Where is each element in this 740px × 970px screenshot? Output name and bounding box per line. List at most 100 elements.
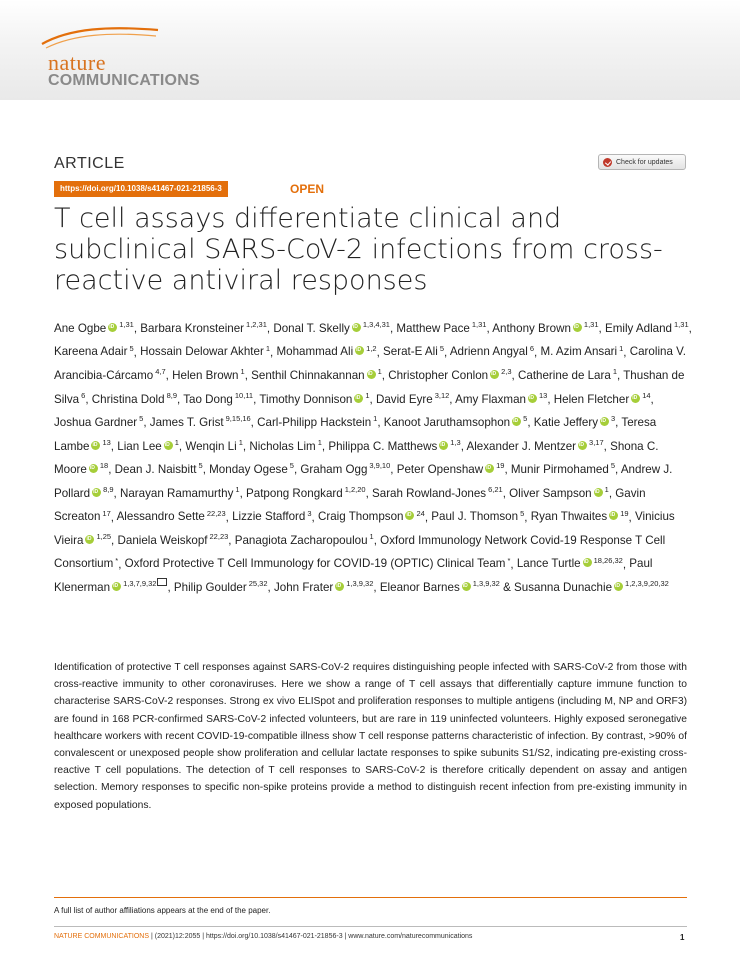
author[interactable]: Alessandro Sette 22,23: [116, 509, 226, 524]
author[interactable]: Matthew Pace 1,31: [396, 320, 486, 335]
author[interactable]: Panagiota Zacharopoulou 1: [235, 532, 374, 547]
author[interactable]: Philippa C. Matthews 1,3: [328, 438, 460, 453]
orcid-icon[interactable]: [461, 582, 471, 592]
author[interactable]: Kareena Adair 5: [54, 344, 134, 359]
author-name[interactable]: Monday Ogese: [209, 463, 288, 477]
author-name[interactable]: Craig Thompson: [317, 510, 404, 524]
orcid-icon[interactable]: [405, 511, 415, 521]
author[interactable]: Ane Ogbe 1,31: [54, 320, 134, 335]
author[interactable]: Christopher Conlon 2,3: [388, 367, 511, 382]
author-name[interactable]: Oliver Sampson: [509, 486, 592, 500]
author-name[interactable]: Mohammad Ali: [276, 345, 354, 359]
author[interactable]: Oxford Immunology Network Covid-19 Respo…: [54, 534, 665, 571]
orcid-icon[interactable]: [354, 393, 364, 403]
author[interactable]: Gavin Screaton 17: [54, 487, 646, 524]
author-name[interactable]: Catherine de Lara: [518, 368, 611, 382]
author[interactable]: Oxford Protective T Cell Immunology for …: [125, 556, 511, 571]
author-name[interactable]: Alessandro Sette: [116, 510, 205, 524]
author-name[interactable]: Kareena Adair: [54, 345, 128, 359]
author-name[interactable]: Amy Flaxman: [455, 392, 526, 406]
author-name[interactable]: Lizzie Stafford: [232, 510, 306, 524]
author[interactable]: Joshua Gardner 5: [54, 414, 143, 430]
orcid-icon[interactable]: [614, 582, 624, 592]
orcid-icon[interactable]: [609, 511, 619, 521]
orcid-icon[interactable]: [112, 582, 122, 592]
footer-citation[interactable]: | (2021)12:2055 | https://doi.org/10.103…: [149, 933, 473, 940]
author[interactable]: Narayan Ramamurthy 1: [120, 485, 240, 500]
author[interactable]: Graham Ogg 3,9,10: [300, 461, 390, 477]
author[interactable]: Craig Thompson 24: [317, 509, 425, 524]
author[interactable]: Peter Openshaw 19: [396, 461, 505, 477]
author-name[interactable]: Joshua Gardner: [54, 416, 138, 430]
author[interactable]: John Frater 1,3,9,32: [274, 579, 373, 594]
author[interactable]: Adrienn Angyal 6: [450, 344, 534, 359]
author[interactable]: Munir Pirmohamed 5: [510, 461, 615, 477]
author[interactable]: Serat-E Ali 5: [383, 344, 444, 359]
author[interactable]: Alexander J. Mentzer 3,17: [467, 438, 604, 453]
author-name[interactable]: Lance Turtle: [516, 557, 581, 571]
author[interactable]: Mohammad Ali 1,2: [276, 344, 376, 359]
author-name[interactable]: James T. Grist: [149, 416, 224, 430]
orcid-icon[interactable]: [335, 582, 345, 592]
author[interactable]: Catherine de Lara 1: [518, 367, 617, 382]
author[interactable]: Barbara Kronsteiner 1,2,31: [140, 320, 267, 335]
author-name[interactable]: Anthony Brown: [492, 321, 571, 335]
author-name[interactable]: Helen Fletcher: [553, 392, 630, 406]
author[interactable]: Carolina V. Arancibia-Cárcamo 4,7: [54, 345, 686, 382]
author[interactable]: Carl-Philipp Hackstein 1: [257, 414, 377, 429]
author-name[interactable]: Wenqin Li: [185, 439, 237, 453]
author-name[interactable]: Teresa Lambe: [54, 416, 657, 453]
author-name[interactable]: Graham Ogg: [300, 463, 368, 477]
author-name[interactable]: Paul Klenerman: [54, 557, 653, 595]
author-name[interactable]: Hossain Delowar Akhter: [140, 345, 264, 359]
author-name[interactable]: Serat-E Ali: [383, 345, 438, 359]
author-name[interactable]: Paul J. Thomson: [431, 510, 519, 524]
author[interactable]: Shona C. Moore18: [54, 440, 658, 477]
author[interactable]: Dean J. Naisbitt 5: [115, 461, 203, 476]
author-name[interactable]: Munir Pirmohamed: [510, 463, 609, 477]
orcid-icon[interactable]: [439, 440, 449, 450]
author[interactable]: Daniela Weiskopf 22,23: [117, 532, 229, 547]
author-name[interactable]: Sarah Rowland-Jones: [372, 486, 487, 500]
author-name[interactable]: Katie Jeffery: [533, 416, 598, 430]
author[interactable]: Hossain Delowar Akhter 1: [140, 344, 270, 359]
orcid-icon[interactable]: [108, 322, 118, 332]
orcid-icon[interactable]: [366, 369, 376, 379]
orcid-icon[interactable]: [572, 322, 582, 332]
author-name[interactable]: Oxford Immunology Network Covid-19 Respo…: [54, 533, 666, 571]
author[interactable]: Eleanor Barnes 1,3,9,32: [380, 579, 500, 594]
author[interactable]: Timothy Donnison 1: [259, 391, 369, 406]
orcid-icon[interactable]: [351, 322, 361, 332]
author-name[interactable]: David Eyre: [375, 392, 433, 406]
orcid-icon[interactable]: [91, 440, 101, 450]
author[interactable]: Paul J. Thomson 5: [431, 509, 524, 524]
orcid-icon[interactable]: [512, 417, 522, 427]
author[interactable]: Vinicius Vieira1,25: [54, 510, 675, 547]
author[interactable]: Senthil Chinnakannan 1: [251, 367, 382, 382]
author-name[interactable]: Thushan de Silva: [54, 368, 685, 406]
author-name[interactable]: Patpong Rongkard: [246, 486, 343, 500]
author-name[interactable]: Daniela Weiskopf: [117, 533, 208, 547]
orcid-icon[interactable]: [85, 534, 95, 544]
author[interactable]: Helen Fletcher 14: [553, 391, 651, 406]
author[interactable]: Susanna Dunachie 1,2,3,9,20,32: [514, 579, 669, 595]
author-name[interactable]: Philippa C. Matthews: [328, 439, 438, 453]
orcid-icon[interactable]: [582, 558, 592, 568]
author-name[interactable]: Andrew J. Pollard: [54, 463, 673, 500]
author[interactable]: Helen Brown 1: [172, 367, 245, 382]
doi-link[interactable]: https://doi.org/10.1038/s41467-021-21856…: [54, 181, 228, 197]
author[interactable]: Anthony Brown 1,31: [492, 320, 598, 335]
email-icon[interactable]: [157, 578, 168, 587]
author[interactable]: Ryan Thwaites 19: [531, 509, 629, 524]
author-name[interactable]: Peter Openshaw: [396, 463, 484, 477]
author[interactable]: Donal T. Skelly 1,3,4,31: [273, 320, 390, 335]
orcid-icon[interactable]: [163, 440, 173, 450]
orcid-icon[interactable]: [527, 393, 537, 403]
author-name[interactable]: Susanna Dunachie: [514, 581, 613, 595]
orcid-icon[interactable]: [355, 346, 365, 356]
author[interactable]: M. Azim Ansari 1: [540, 344, 623, 359]
author[interactable]: Lizzie Stafford 3: [232, 509, 311, 524]
author-name[interactable]: Kanoot Jaruthamsophon: [383, 416, 511, 430]
author[interactable]: Amy Flaxman 13: [455, 391, 547, 406]
author-name[interactable]: Christina Dold: [91, 392, 165, 406]
